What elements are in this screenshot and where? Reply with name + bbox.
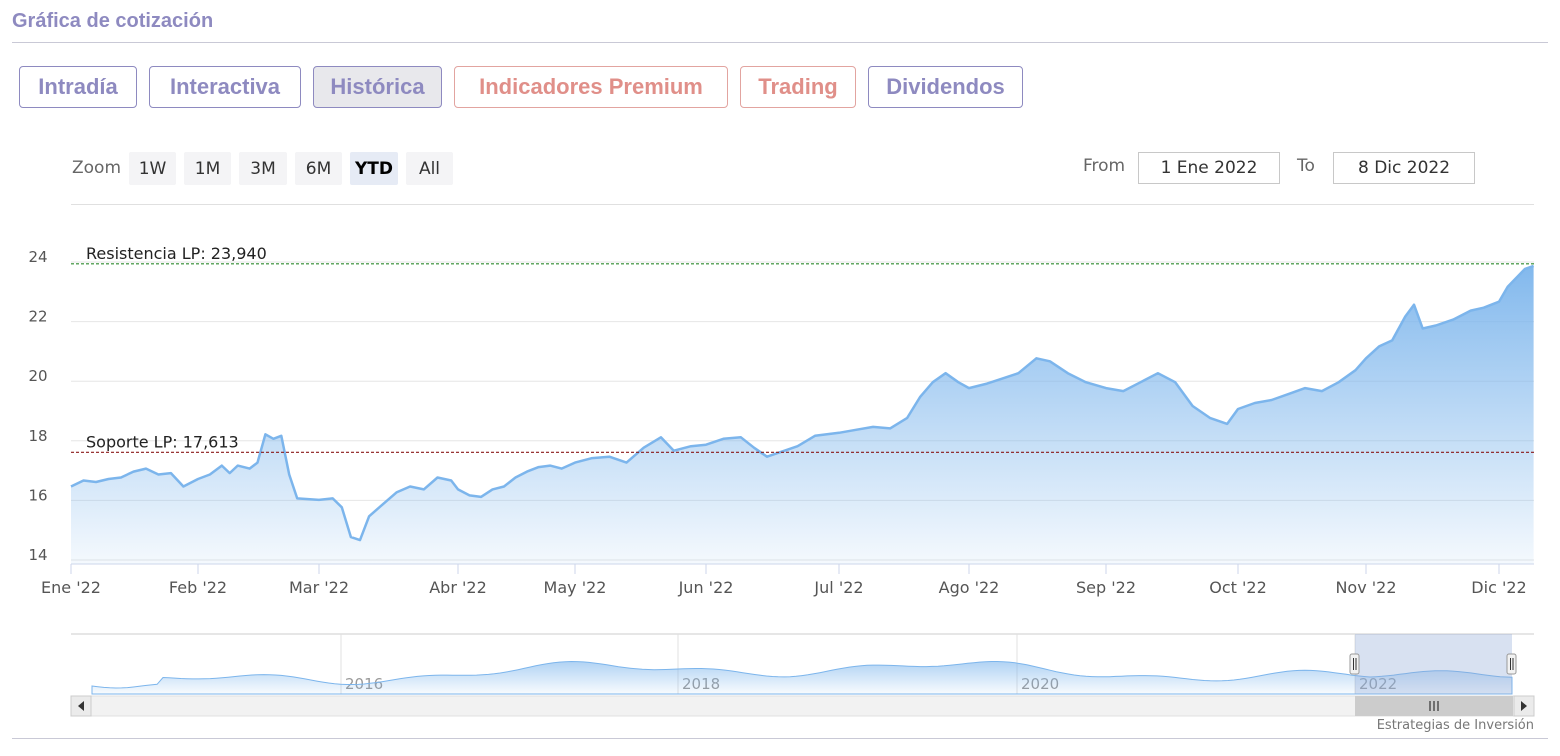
zoom-all-button[interactable]: All (406, 152, 453, 185)
x-tick-label: Sep '22 (1076, 578, 1136, 597)
tab-dividendos[interactable]: Dividendos (868, 66, 1023, 108)
x-tick-label: Feb '22 (169, 578, 227, 597)
x-tick-label: Abr '22 (429, 578, 487, 597)
zoom-label: Zoom (72, 158, 122, 178)
to-date-input[interactable]: 8 Dic 2022 (1333, 152, 1475, 184)
x-tick-label: Dic '22 (1471, 578, 1526, 597)
bottom-divider (12, 738, 1548, 739)
y-tick-label: 18 (28, 427, 47, 445)
y-tick-label: 16 (28, 486, 47, 504)
navigator-right-handle[interactable] (1506, 653, 1517, 675)
to-label: To (1297, 156, 1315, 176)
x-tick-label: Jun '22 (678, 578, 734, 597)
navigator-left-handle[interactable] (1349, 653, 1360, 675)
from-date-input[interactable]: 1 Ene 2022 (1138, 152, 1280, 184)
scroll-grip-icon (1429, 701, 1439, 711)
x-tick-label: Ene '22 (41, 578, 101, 597)
navigator-series (91, 660, 1513, 695)
selector-divider (71, 204, 1534, 205)
zoom-1w-button[interactable]: 1W (129, 152, 176, 185)
navigator[interactable]: 2016201820202022 (71, 633, 1534, 695)
x-tick-label: Oct '22 (1209, 578, 1267, 597)
zoom-1m-button[interactable]: 1M (184, 152, 231, 185)
y-tick-label: 20 (28, 367, 47, 385)
page-title: Gráfica de cotización (12, 10, 214, 32)
tab-historica[interactable]: Histórica (313, 66, 442, 108)
zoom-ytd-button[interactable]: YTD (350, 152, 398, 185)
resistance-label: Resistencia LP: 23,940 (86, 244, 267, 263)
tab-interactiva[interactable]: Interactiva (149, 66, 301, 108)
y-tick-label: 24 (28, 248, 47, 266)
title-divider (12, 42, 1548, 43)
price-area (71, 265, 1534, 564)
x-tick-label: Ago '22 (939, 578, 1000, 597)
chart-credit[interactable]: Estrategias de Inversión (1376, 718, 1534, 733)
x-tick-label: May '22 (544, 578, 607, 597)
y-tick-label: 14 (28, 546, 47, 564)
y-tick-label: 22 (28, 308, 47, 326)
zoom-6m-button[interactable]: 6M (295, 152, 342, 185)
navigator-mask (1355, 634, 1512, 694)
from-label: From (1083, 156, 1126, 176)
support-label: Soporte LP: 17,613 (86, 432, 239, 451)
scrollbar[interactable] (70, 695, 1535, 717)
x-tick-label: Nov '22 (1335, 578, 1396, 597)
tab-indicadores-premium[interactable]: Indicadores Premium (454, 66, 728, 108)
scroll-left-icon (78, 701, 84, 711)
zoom-3m-button[interactable]: 3M (239, 152, 287, 185)
scroll-right-icon (1521, 701, 1527, 711)
tab-trading[interactable]: Trading (740, 66, 856, 108)
price-line (70, 264, 1535, 542)
x-tick-label: Mar '22 (289, 578, 349, 597)
tab-intradia[interactable]: Intradía (19, 66, 137, 108)
x-tick-label: Jul '22 (813, 578, 863, 597)
